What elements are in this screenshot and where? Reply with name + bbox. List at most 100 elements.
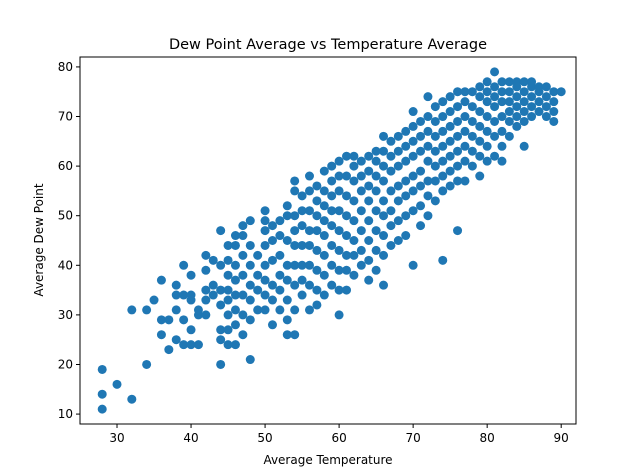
data-point xyxy=(416,221,426,231)
data-point xyxy=(349,236,359,245)
data-point xyxy=(342,151,352,161)
data-point xyxy=(393,181,403,191)
data-point xyxy=(534,107,544,117)
data-point xyxy=(238,270,248,280)
data-point xyxy=(549,97,559,107)
data-point xyxy=(230,260,240,270)
data-point xyxy=(371,156,381,166)
data-point xyxy=(260,260,270,270)
data-point xyxy=(408,171,418,181)
data-point xyxy=(179,340,189,350)
data-point xyxy=(282,201,292,211)
data-point xyxy=(208,280,218,290)
x-tick-label: 70 xyxy=(405,431,420,445)
data-point xyxy=(386,240,396,250)
data-point xyxy=(408,151,418,161)
data-point xyxy=(519,97,529,107)
data-point xyxy=(312,245,322,255)
data-point xyxy=(260,216,270,226)
data-point xyxy=(364,275,374,285)
data-point xyxy=(541,92,551,102)
data-point xyxy=(445,107,455,117)
data-point xyxy=(438,171,448,181)
data-point xyxy=(356,245,366,255)
x-axis-title: Average Temperature xyxy=(263,453,392,467)
data-point xyxy=(319,290,329,300)
data-point xyxy=(371,206,381,216)
data-point xyxy=(260,290,270,300)
data-point xyxy=(364,236,374,245)
data-point xyxy=(327,280,337,290)
data-point xyxy=(386,151,396,161)
data-point xyxy=(549,87,559,97)
data-point xyxy=(482,156,492,166)
data-point xyxy=(393,131,403,141)
data-point xyxy=(201,250,211,260)
data-point xyxy=(304,206,314,216)
data-point xyxy=(364,196,374,206)
data-point xyxy=(171,280,181,290)
y-tick-label: 50 xyxy=(58,209,73,223)
data-point xyxy=(371,226,381,236)
data-point xyxy=(401,156,411,166)
data-point xyxy=(549,116,559,126)
data-point xyxy=(282,315,292,325)
data-point xyxy=(438,112,448,122)
data-point xyxy=(453,146,463,156)
data-point xyxy=(282,275,292,285)
data-point xyxy=(275,305,285,315)
data-point xyxy=(342,231,352,241)
data-point xyxy=(556,87,566,97)
data-point xyxy=(267,221,277,231)
data-point xyxy=(393,216,403,226)
data-point xyxy=(223,310,233,320)
data-point xyxy=(490,102,500,112)
data-point xyxy=(379,146,389,156)
data-point xyxy=(386,166,396,176)
data-point xyxy=(312,300,322,310)
data-point xyxy=(267,255,277,265)
data-point xyxy=(327,240,337,250)
data-point xyxy=(482,87,492,97)
data-point xyxy=(290,226,300,236)
y-tick-label: 30 xyxy=(58,308,73,322)
data-point xyxy=(97,364,107,374)
data-point xyxy=(423,211,433,221)
data-point xyxy=(497,112,507,122)
data-point xyxy=(356,156,366,166)
data-point xyxy=(438,156,448,166)
data-point xyxy=(216,285,226,295)
data-point xyxy=(364,181,374,191)
data-point xyxy=(371,146,381,156)
data-point xyxy=(541,112,551,122)
data-point xyxy=(334,285,344,295)
data-point xyxy=(238,231,248,241)
data-point xyxy=(230,240,240,250)
data-point xyxy=(275,250,285,260)
data-point xyxy=(349,161,359,171)
data-point xyxy=(490,82,500,92)
data-point xyxy=(453,226,463,236)
data-point xyxy=(282,295,292,305)
data-point xyxy=(379,211,389,221)
x-tick-label: 60 xyxy=(331,431,346,445)
x-tick-label: 40 xyxy=(183,431,198,445)
data-point xyxy=(238,221,248,231)
data-point xyxy=(171,335,181,345)
y-tick-label: 70 xyxy=(58,110,73,124)
data-point xyxy=(401,191,411,201)
data-point xyxy=(467,131,477,141)
data-point xyxy=(453,176,463,186)
data-point xyxy=(512,102,522,112)
data-point xyxy=(334,171,344,181)
data-point xyxy=(504,87,514,97)
data-point xyxy=(275,216,285,226)
data-point xyxy=(453,102,463,112)
data-point xyxy=(312,265,322,275)
points-layer xyxy=(97,67,566,414)
data-point xyxy=(386,221,396,231)
data-point xyxy=(349,176,359,186)
data-point xyxy=(216,226,226,236)
data-point xyxy=(453,161,463,171)
